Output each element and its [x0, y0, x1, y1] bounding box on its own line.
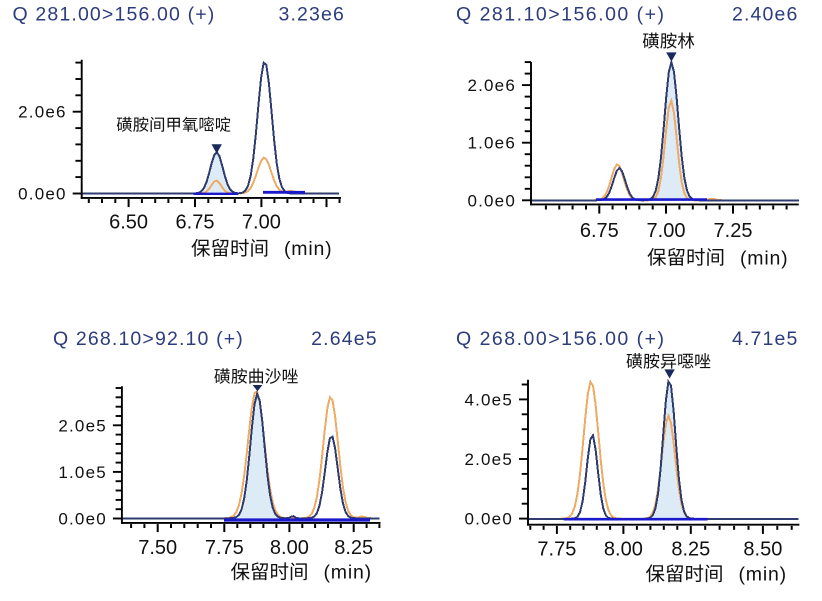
svg-text:8.50: 8.50 [743, 539, 782, 561]
svg-text:2.64e5: 2.64e5 [311, 328, 378, 350]
svg-text:1.0e5: 1.0e5 [58, 463, 107, 482]
svg-text:7.00: 7.00 [242, 211, 281, 233]
svg-text:7.00: 7.00 [647, 220, 686, 242]
svg-text:(min): (min) [324, 562, 372, 584]
svg-text:7.75: 7.75 [205, 537, 244, 559]
svg-text:0.0e0: 0.0e0 [467, 191, 516, 210]
svg-text:2.0e6: 2.0e6 [467, 76, 516, 95]
svg-text:2.0e5: 2.0e5 [464, 450, 513, 469]
svg-text:2.0e6: 2.0e6 [18, 103, 67, 122]
svg-text:6.75: 6.75 [580, 220, 619, 242]
svg-text:3.23e6: 3.23e6 [278, 3, 345, 25]
svg-text:8.00: 8.00 [270, 537, 309, 559]
svg-text:6.50: 6.50 [109, 211, 148, 233]
svg-text:8.25: 8.25 [671, 539, 710, 561]
svg-text:7.75: 7.75 [537, 539, 576, 561]
svg-text:(min): (min) [284, 238, 332, 260]
svg-text:Q 281.00>156.00 (+): Q 281.00>156.00 (+) [13, 3, 216, 25]
svg-text:0.0e0: 0.0e0 [58, 510, 107, 529]
svg-text:7.25: 7.25 [714, 220, 753, 242]
svg-text:1.0e6: 1.0e6 [467, 134, 516, 153]
svg-text:7.50: 7.50 [138, 537, 177, 559]
svg-text:2.40e6: 2.40e6 [732, 3, 799, 25]
svg-text:8.25: 8.25 [334, 537, 373, 559]
svg-text:6.75: 6.75 [176, 211, 215, 233]
svg-text:0.0e0: 0.0e0 [464, 510, 513, 529]
svg-text:(min): (min) [740, 247, 788, 269]
svg-text:(min): (min) [739, 564, 787, 586]
svg-text:Q 268.10>92.10 (+): Q 268.10>92.10 (+) [53, 328, 244, 350]
svg-text:0.0e0: 0.0e0 [18, 185, 67, 204]
svg-text:8.00: 8.00 [604, 539, 643, 561]
svg-text:4.71e5: 4.71e5 [732, 328, 799, 350]
svg-text:Q 268.00>156.00 (+): Q 268.00>156.00 (+) [456, 328, 666, 350]
svg-text:Q 281.10>156.00 (+): Q 281.10>156.00 (+) [456, 3, 666, 25]
svg-text:2.0e5: 2.0e5 [58, 416, 107, 435]
svg-text:4.0e5: 4.0e5 [464, 390, 513, 409]
